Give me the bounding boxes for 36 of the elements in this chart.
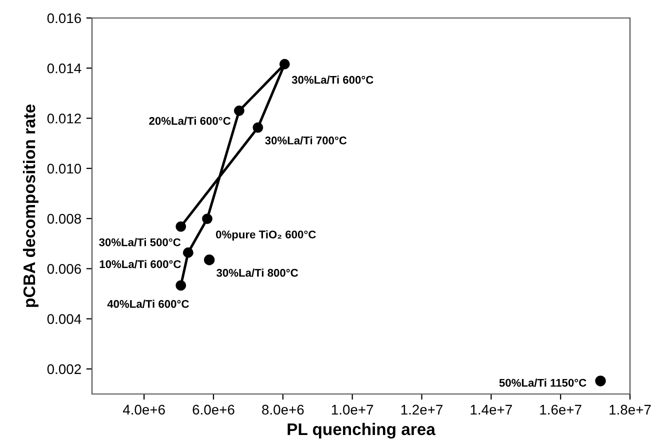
y-tick-label: 0.004 — [47, 314, 82, 324]
annotation: 30%La/Ti 600°C — [292, 76, 374, 84]
point — [279, 58, 290, 70]
point — [204, 254, 215, 266]
x-axis-title: PL quenching area — [288, 422, 436, 439]
annotation: 30%La/Ti 700°C — [265, 136, 347, 145]
point — [202, 214, 212, 224]
y-tick-label: 0.002 — [47, 364, 81, 374]
y-tick-label: 0.012 — [47, 114, 81, 124]
y-tick-label: 0.006 — [47, 264, 81, 274]
annotation: 30%La/Ti 500°C — [99, 238, 181, 246]
point — [176, 280, 186, 291]
y-tick-label: 0.016 — [47, 13, 81, 24]
point — [234, 106, 244, 116]
x-tick-label: 1.8e+7 — [610, 404, 651, 415]
annotation: 30%La/Ti 800°C — [216, 268, 298, 277]
point — [176, 221, 186, 232]
point — [595, 376, 606, 386]
x-tick-label: 6.0e+6 — [192, 404, 234, 415]
x-tick-label: 8.0e+6 — [262, 404, 304, 415]
y-tick-label: 0.014 — [47, 63, 82, 74]
x-tick-label: 1.0e+7 — [332, 404, 374, 415]
annotation: 50%La/Ti 1150°C — [499, 378, 586, 387]
point — [252, 122, 264, 133]
x-tick-label: 4.0e+6 — [122, 404, 165, 415]
y-tick-label: 0.010 — [47, 164, 82, 174]
point — [182, 247, 194, 258]
annotation: 40%La/Ti 600°C — [107, 300, 189, 308]
y-axis-title: pCBA decomposition rate — [22, 104, 38, 307]
x-tick-label: 1.2e+7 — [401, 404, 442, 415]
x-tick-label: 1.6e+7 — [540, 404, 582, 415]
x-tick-label: 1.4e+7 — [470, 404, 512, 415]
annotation: 20%La/Ti 600°C — [149, 116, 231, 125]
y-tick-label: 0.008 — [47, 214, 81, 224]
annotation: 10%La/Ti 600°C — [100, 260, 181, 268]
annotation: 0%pure TiO₂ 600°C — [216, 230, 316, 241]
